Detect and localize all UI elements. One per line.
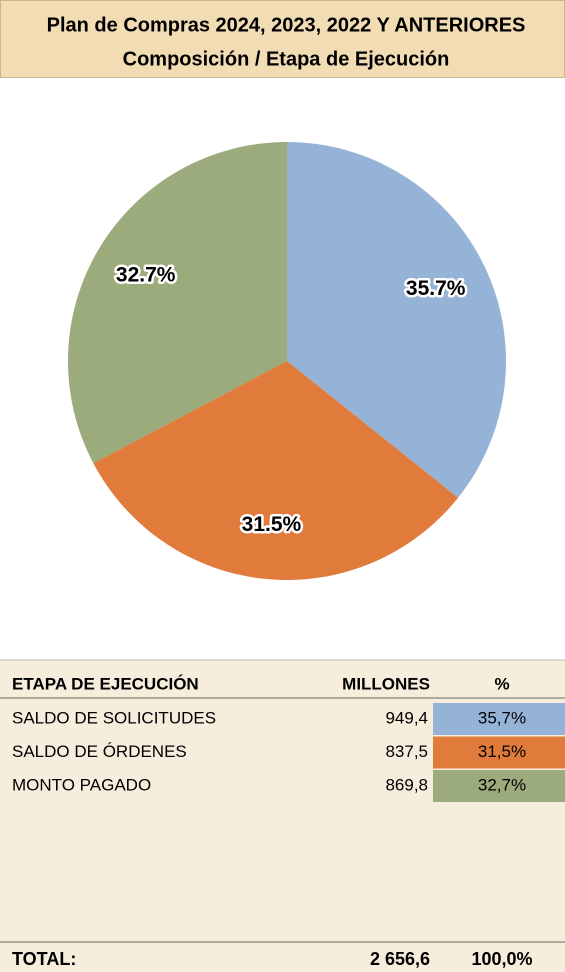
- row-millones: 949,4: [385, 708, 428, 727]
- total-cell: TOTAL:: [12, 949, 76, 969]
- row-label: SALDO DE ÓRDENES: [12, 742, 187, 761]
- header-band: [0, 0, 565, 78]
- table-header: %: [494, 674, 509, 693]
- slice-label: 32.7%: [116, 263, 176, 286]
- percent-cell: [433, 736, 565, 769]
- slice-label: 35.7%: [406, 277, 466, 300]
- row-millones: 837,5: [385, 742, 428, 761]
- chart-subtitle: Composición / Etapa de Ejecución: [123, 48, 450, 70]
- table-header: ETAPA DE EJECUCIÓN: [12, 674, 199, 693]
- total-cell: 100,0%: [471, 949, 532, 969]
- pie-slice: [67, 142, 287, 464]
- percent-cell: [433, 770, 565, 802]
- pie-slice: [287, 142, 506, 498]
- chart-title: Plan de Compras 2024, 2023, 2022 Y ANTER…: [47, 14, 526, 36]
- row-label: MONTO PAGADO: [12, 775, 151, 794]
- row-millones: 869,8: [385, 775, 428, 794]
- row-percent: 31,5%: [478, 742, 526, 761]
- percent-cell: [433, 703, 565, 735]
- row-percent: 35,7%: [478, 708, 526, 727]
- table-header: MILLONES: [342, 674, 430, 693]
- row-percent: 32,7%: [478, 775, 526, 794]
- row-label: SALDO DE SOLICITUDES: [12, 708, 216, 727]
- slice-label: 31.5%: [242, 513, 302, 536]
- pie-slice: [93, 361, 459, 580]
- total-cell: 2 656,6: [370, 949, 430, 969]
